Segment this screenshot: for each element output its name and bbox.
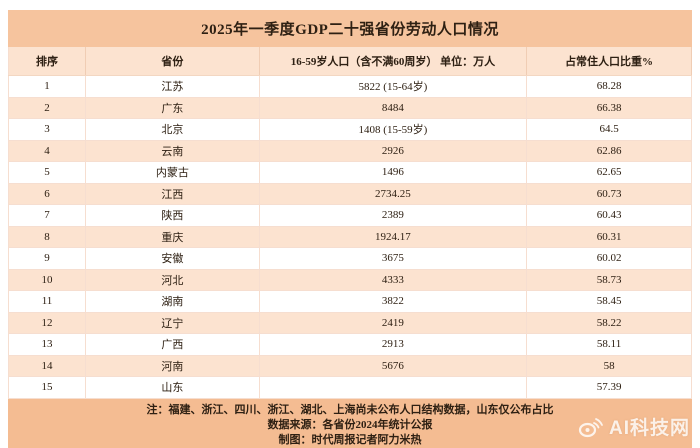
- infographic-table: 2025年一季度GDP二十强省份劳动人口情况 排序 省份 16-59岁人口（含不…: [8, 10, 692, 448]
- column-header-province: 省份: [86, 47, 260, 75]
- share-cell: 60.73: [527, 183, 692, 204]
- table-row: 13 广西 2913 58.11: [8, 334, 692, 356]
- province-cell: 江苏: [86, 76, 260, 97]
- rank-cell: 8: [8, 226, 86, 247]
- table-row: 3 北京 1408 (15-59岁) 64.5: [8, 119, 692, 141]
- rank-cell: 13: [8, 334, 86, 355]
- population-cell: 2389: [260, 205, 528, 226]
- rank-cell: 11: [8, 291, 86, 312]
- share-cell: 60.02: [527, 248, 692, 269]
- table-row: 12 辽宁 2419 58.22: [8, 312, 692, 334]
- table-body: 1 江苏 5822 (15-64岁) 68.28 2 广东 8484 66.38 3 北京 1408…: [8, 76, 692, 399]
- footer-note-line: 注：福建、浙江、四川、浙江、湖北、上海尚未公布人口结构数据，山东仅公布占比: [146, 403, 554, 416]
- table-row: 5 内蒙古 1496 62.65: [8, 162, 692, 184]
- population-cell: 1408 (15-59岁): [260, 119, 528, 140]
- population-cell: 1924.17: [260, 226, 528, 247]
- population-cell: 2734.25: [260, 183, 528, 204]
- province-cell: 河北: [86, 269, 260, 290]
- footer-credit-line: 制图：时代周报记者阿力米热: [278, 433, 422, 446]
- share-cell: 58: [527, 355, 692, 376]
- rank-cell: 10: [8, 269, 86, 290]
- rank-cell: 3: [8, 119, 86, 140]
- rank-cell: 2: [8, 97, 86, 118]
- share-cell: 64.5: [527, 119, 692, 140]
- rank-cell: 14: [8, 355, 86, 376]
- share-cell: 58.73: [527, 269, 692, 290]
- weibo-icon: [578, 416, 604, 438]
- share-cell: 62.65: [527, 162, 692, 183]
- province-cell: 安徽: [86, 248, 260, 269]
- province-cell: 陕西: [86, 205, 260, 226]
- rank-cell: 7: [8, 205, 86, 226]
- population-cell: 3675: [260, 248, 528, 269]
- column-header-share: 占常住人口比重%: [527, 47, 692, 75]
- column-header-rank: 排序: [8, 47, 86, 75]
- table-row: 11 湖南 3822 58.45: [8, 291, 692, 313]
- table-header-row: 排序 省份 16-59岁人口（含不满60周岁） 单位：万人 占常住人口比重%: [8, 47, 692, 76]
- table-row: 9 安徽 3675 60.02: [8, 248, 692, 270]
- rank-cell: 12: [8, 312, 86, 333]
- rank-cell: 9: [8, 248, 86, 269]
- share-cell: 60.43: [527, 205, 692, 226]
- population-cell: 2419: [260, 312, 528, 333]
- province-cell: 重庆: [86, 226, 260, 247]
- column-header-population: 16-59岁人口（含不满60周岁） 单位：万人: [260, 47, 528, 75]
- population-cell: 2913: [260, 334, 528, 355]
- rank-cell: 15: [8, 377, 86, 398]
- province-cell: 广东: [86, 97, 260, 118]
- share-cell: 68.28: [527, 76, 692, 97]
- table-row: 14 河南 5676 58: [8, 355, 692, 377]
- population-cell: [260, 377, 528, 398]
- population-cell: 5822 (15-64岁): [260, 76, 528, 97]
- table-row: 10 河北 4333 58.73: [8, 269, 692, 291]
- province-cell: 江西: [86, 183, 260, 204]
- province-cell: 北京: [86, 119, 260, 140]
- share-cell: 58.45: [527, 291, 692, 312]
- table-row: 7 陕西 2389 60.43: [8, 205, 692, 227]
- page-title: 2025年一季度GDP二十强省份劳动人口情况: [8, 10, 692, 47]
- table-row: 4 云南 2926 62.86: [8, 140, 692, 162]
- table-row: 2 广东 8484 66.38: [8, 97, 692, 119]
- share-cell: 62.86: [527, 140, 692, 161]
- population-cell: 2926: [260, 140, 528, 161]
- province-cell: 山东: [86, 377, 260, 398]
- rank-cell: 5: [8, 162, 86, 183]
- watermark-text: AI科技网: [608, 418, 690, 439]
- footer-source-line: 数据来源：各省份2024年统计公报: [267, 418, 433, 431]
- share-cell: 57.39: [527, 377, 692, 398]
- population-cell: 1496: [260, 162, 528, 183]
- rank-cell: 6: [8, 183, 86, 204]
- footer-notes: 注：福建、浙江、四川、浙江、湖北、上海尚未公布人口结构数据，山东仅公布占比 数据…: [8, 398, 692, 448]
- province-cell: 广西: [86, 334, 260, 355]
- province-cell: 湖南: [86, 291, 260, 312]
- population-cell: 5676: [260, 355, 528, 376]
- table-row: 8 重庆 1924.17 60.31: [8, 226, 692, 248]
- table-row: 15 山东 57.39: [8, 377, 692, 399]
- rank-cell: 1: [8, 76, 86, 97]
- watermark: AI科技网: [578, 413, 690, 440]
- share-cell: 60.31: [527, 226, 692, 247]
- population-cell: 4333: [260, 269, 528, 290]
- table-row: 6 江西 2734.25 60.73: [8, 183, 692, 205]
- share-cell: 66.38: [527, 97, 692, 118]
- province-cell: 辽宁: [86, 312, 260, 333]
- table-row: 1 江苏 5822 (15-64岁) 68.28: [8, 76, 692, 98]
- population-cell: 8484: [260, 97, 528, 118]
- share-cell: 58.11: [527, 334, 692, 355]
- province-cell: 内蒙古: [86, 162, 260, 183]
- province-cell: 河南: [86, 355, 260, 376]
- rank-cell: 4: [8, 140, 86, 161]
- population-cell: 3822: [260, 291, 528, 312]
- share-cell: 58.22: [527, 312, 692, 333]
- province-cell: 云南: [86, 140, 260, 161]
